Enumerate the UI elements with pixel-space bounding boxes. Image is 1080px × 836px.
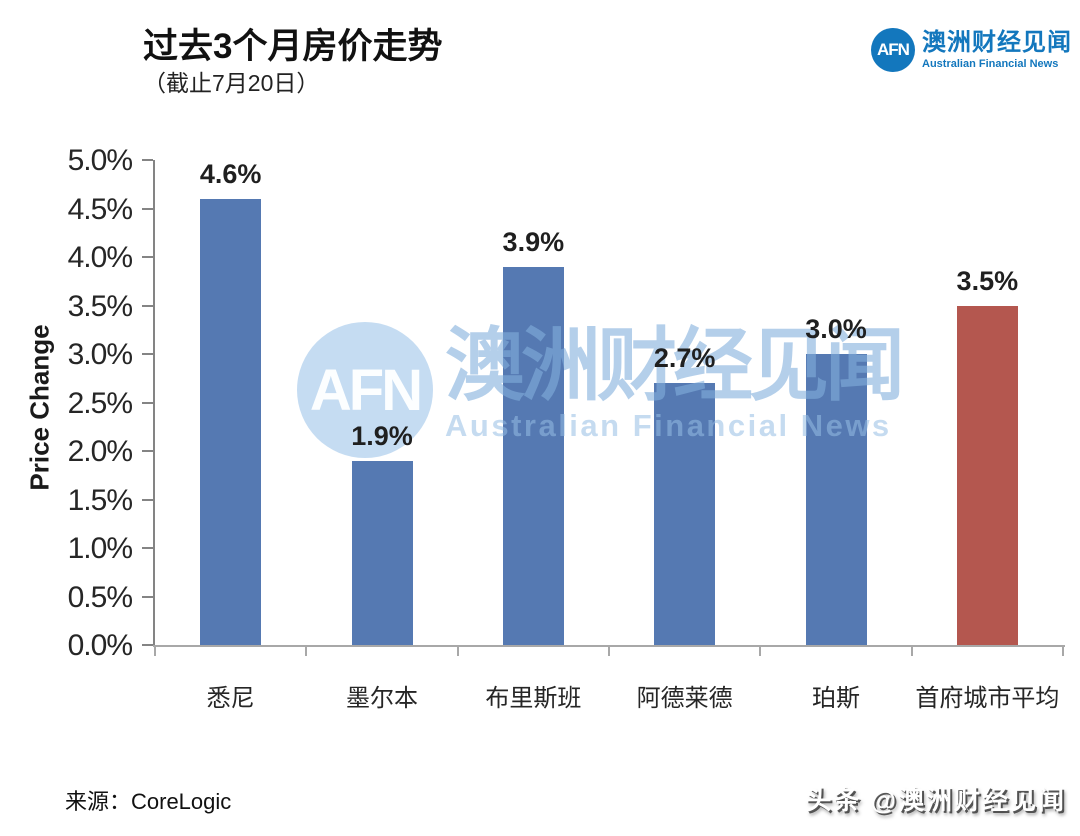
y-tick (142, 450, 153, 452)
y-tick (142, 547, 153, 549)
y-tick-label: 3.0% (67, 338, 133, 371)
y-tick (142, 595, 153, 598)
y-tick (142, 304, 153, 307)
y-tick (142, 644, 153, 646)
y-tick-label: 4.5% (67, 192, 133, 226)
y-tick-label: 2.5% (67, 386, 133, 420)
x-category-label: 悉尼 (206, 685, 255, 712)
y-tick-label: 5.0% (67, 144, 133, 177)
x-tick (154, 647, 156, 656)
bar-value-label: 1.9% (351, 420, 413, 451)
x-tick (1062, 647, 1064, 656)
x-tick (608, 647, 610, 656)
x-axis-line (153, 645, 1065, 647)
x-category-label: 首府城市平均 (915, 685, 1060, 712)
x-tick (305, 647, 308, 656)
source-note: 来源：CoreLogic (65, 789, 232, 814)
bar-4 (805, 354, 867, 645)
x-category-label: 布里斯班 (485, 685, 582, 712)
bar-value-label: 3.5% (956, 265, 1019, 296)
y-tick-label: 1.5% (67, 483, 133, 517)
y-tick (142, 401, 153, 404)
afn-logo-icon: AFN (871, 28, 915, 72)
y-tick-label: 2.0% (67, 435, 133, 468)
y-tick-label: 3.5% (67, 289, 133, 323)
logo-name-en: Australian Financial News (922, 58, 1059, 71)
x-category-label: 墨尔本 (346, 685, 418, 712)
bar-0 (200, 198, 262, 645)
bar-3 (654, 383, 716, 645)
y-tick-label: 1.0% (67, 532, 133, 565)
x-category-label: 阿德莱德 (636, 685, 733, 712)
bar-2 (502, 266, 564, 645)
y-tick (142, 498, 153, 501)
y-tick (142, 159, 153, 161)
toutiao-watermark: 头条 @澳洲财经见闻 (805, 785, 1066, 815)
chart-subtitle: （截止7月20日） (143, 70, 320, 96)
y-tick (142, 207, 153, 210)
bar-value-label: 3.9% (502, 226, 565, 257)
bar-value-label: 3.0% (805, 314, 867, 344)
afn-logo-abbr: AFN (877, 40, 910, 59)
bar-1 (351, 460, 413, 645)
x-tick (910, 647, 913, 656)
y-axis-line (153, 160, 155, 647)
bar-value-label: 4.6% (199, 158, 262, 189)
bar-value-label: 2.7% (653, 343, 716, 374)
afn-logo-text: 澳洲财经见闻 Australian Financial News (922, 28, 1072, 71)
afn-logo: AFN 澳洲财经见闻 Australian Financial News (871, 28, 1072, 72)
y-tick (142, 256, 153, 258)
x-tick (456, 647, 459, 656)
x-category-label: 珀斯 (812, 685, 860, 712)
y-tick (142, 353, 153, 355)
x-tick (759, 647, 762, 656)
y-tick-label: 4.0% (67, 241, 133, 274)
bar-5 (956, 305, 1018, 645)
y-tick-label: 0.0% (67, 629, 133, 662)
logo-name-zh: 澳洲财经见闻 (922, 28, 1072, 56)
chart-title: 过去3个月房价走势 (143, 27, 443, 66)
y-tick-label: 0.5% (67, 580, 133, 614)
